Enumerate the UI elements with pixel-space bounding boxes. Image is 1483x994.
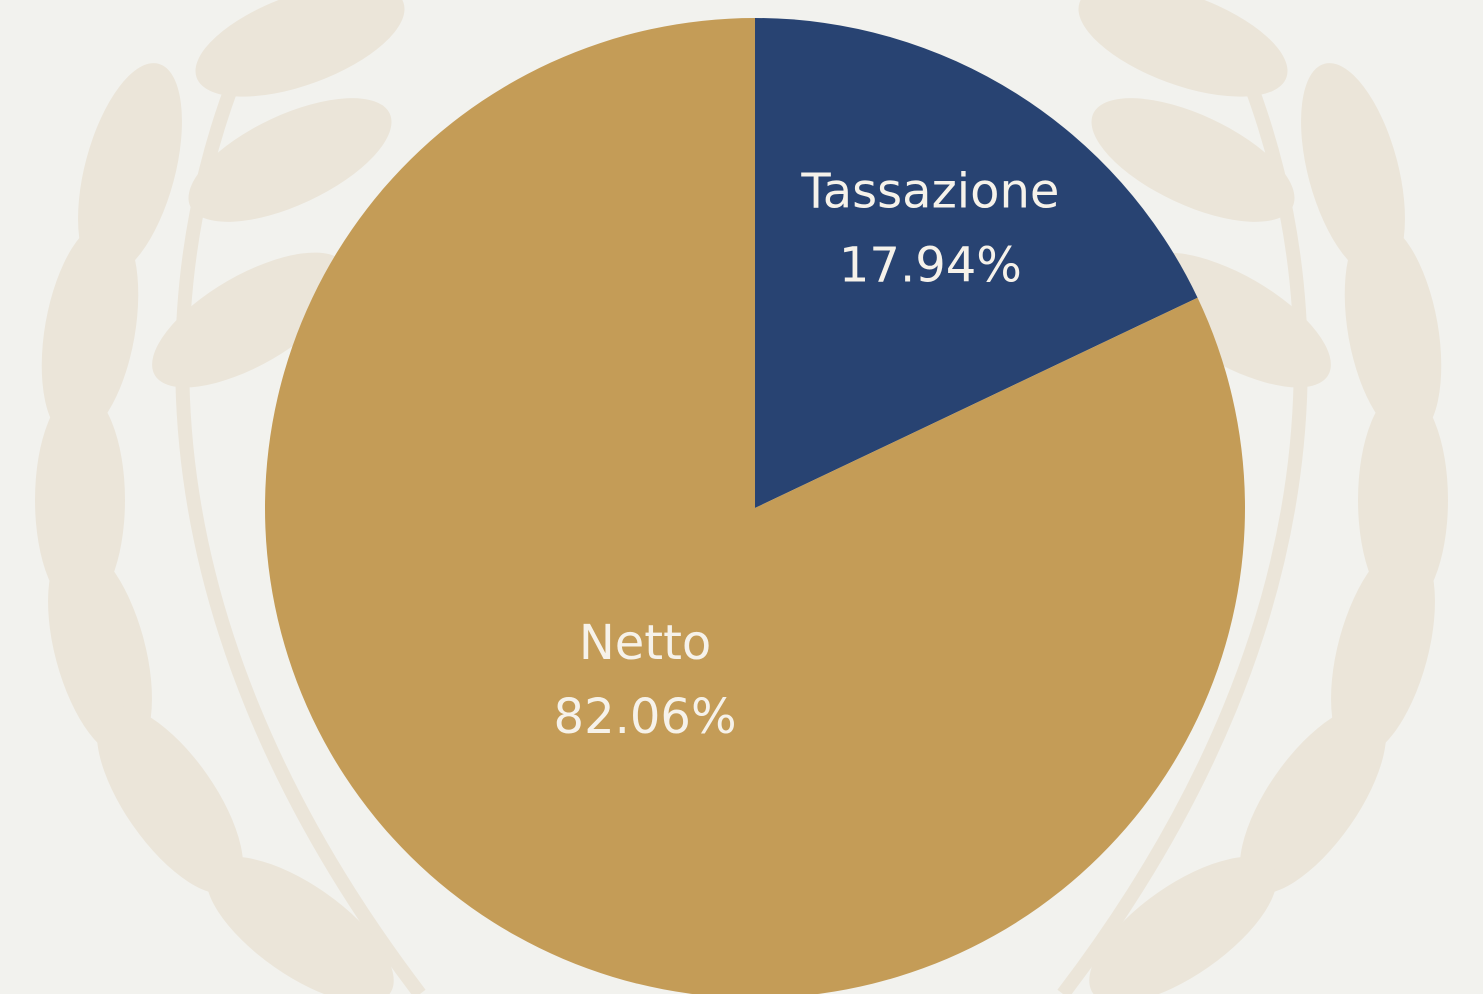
slice-value-label: 82.06% <box>554 689 737 745</box>
laurel-decoration <box>35 0 1448 994</box>
slice-value-label: 17.94% <box>839 237 1022 293</box>
pie-slice <box>265 18 1245 994</box>
slice-label: Netto <box>579 615 711 671</box>
pie-slice <box>755 18 1198 508</box>
slice-label: Tassazione <box>800 163 1059 219</box>
